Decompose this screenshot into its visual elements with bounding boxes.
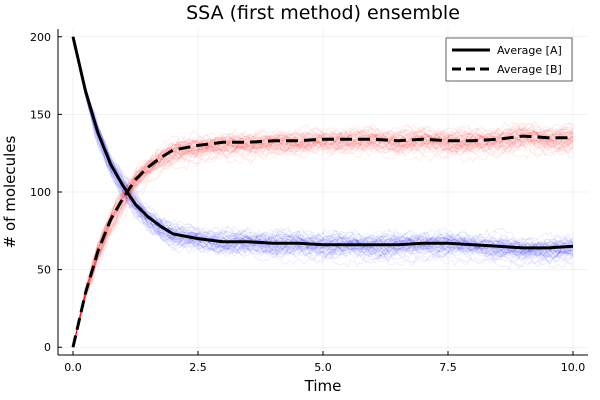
x-axis-label: Time <box>304 377 342 395</box>
trajectory-a <box>72 36 574 262</box>
trajectory-a <box>72 36 574 262</box>
trajectory-b <box>72 128 574 348</box>
legend-label-average-a: Average [A] <box>497 44 562 57</box>
trajectory-b <box>72 128 574 348</box>
trajectory-b <box>72 128 574 348</box>
average-lines <box>71 36 574 348</box>
y-tick-label: 100 <box>30 186 51 199</box>
trajectory-a <box>72 36 574 265</box>
trajectory-a <box>72 36 574 266</box>
trajectory-a <box>72 36 574 260</box>
x-tick-label: 5.0 <box>314 361 332 374</box>
trajectory-a <box>72 36 574 258</box>
trajectory-a <box>72 36 574 263</box>
axes <box>57 29 588 356</box>
trajectory-a <box>72 36 574 260</box>
y-axis-label: # of molecules <box>1 135 19 248</box>
trajectory-a <box>72 36 574 253</box>
trajectory-b <box>72 128 574 348</box>
trajectory-b <box>72 129 574 348</box>
trajectory-b <box>72 127 574 348</box>
trajectory-b <box>72 130 574 348</box>
trajectory-a <box>72 36 574 255</box>
x-tick-label: 7.5 <box>439 361 457 374</box>
y-tick-label: 50 <box>37 264 51 277</box>
average-a-line <box>71 36 574 250</box>
trajectory-b <box>72 130 574 348</box>
trajectory-a <box>72 36 574 271</box>
trajectory-b <box>72 121 574 348</box>
trajectory-a <box>72 36 574 257</box>
trajectory-b <box>72 123 574 348</box>
trajectory-a <box>72 36 574 258</box>
trajectory-a <box>72 36 574 265</box>
trajectory-b <box>72 126 574 348</box>
trajectory-b <box>72 127 574 348</box>
trajectory-b <box>72 130 574 348</box>
x-tick-label: 10.0 <box>561 361 586 374</box>
trajectory-b <box>72 123 574 348</box>
trajectory-b <box>72 128 574 348</box>
legend-box <box>445 37 573 82</box>
y-tick-label: 150 <box>30 108 51 121</box>
x-tick-label: 0.0 <box>64 361 82 374</box>
trajectory-b <box>72 125 574 348</box>
tick-labels: 0.0 2.5 5.0 7.5 10.0 0 50 100 150 200 <box>30 31 585 374</box>
chart-title: SSA (first method) ensemble <box>186 2 460 24</box>
trajectory-b <box>72 122 574 348</box>
grid <box>58 29 588 355</box>
legend-label-average-b: Average [B] <box>497 63 562 76</box>
legend: Average [A] Average [B] <box>445 37 573 82</box>
x-tick-label: 2.5 <box>189 361 207 374</box>
trajectory-b <box>72 128 574 348</box>
trajectory-a <box>72 36 574 258</box>
trajectory-b <box>72 127 574 348</box>
trajectory-a <box>72 36 574 258</box>
trajectory-a <box>72 36 574 256</box>
trajectory-b <box>72 128 574 348</box>
trajectory-a <box>72 36 574 269</box>
average-b-line <box>71 134 573 348</box>
trajectory-a <box>72 36 574 267</box>
trajectory-b <box>72 125 574 348</box>
y-tick-label: 200 <box>30 31 51 44</box>
y-tick-label: 0 <box>44 341 51 354</box>
